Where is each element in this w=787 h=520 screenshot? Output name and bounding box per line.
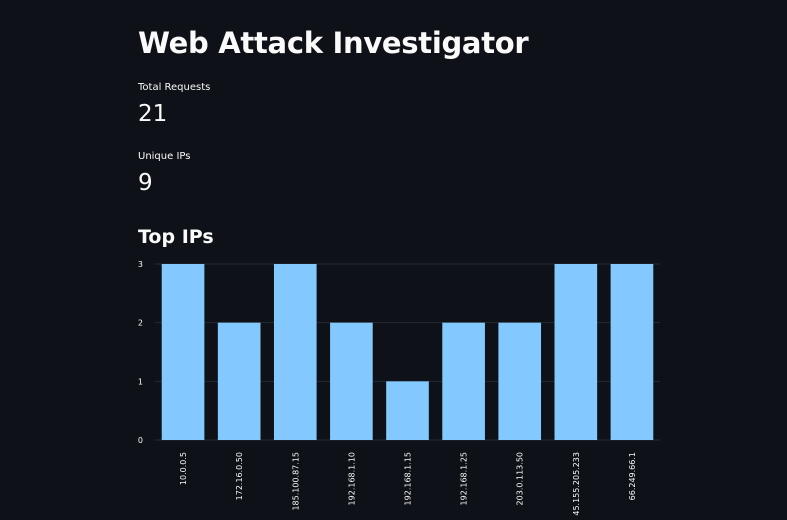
bar-192.168.1.25	[442, 322, 485, 440]
x-tick-label: 185.100.87.15	[291, 452, 300, 511]
bar-66.249.66.1	[610, 264, 654, 440]
y-tick-label: 1	[138, 377, 143, 386]
metric-value: 21	[138, 101, 168, 127]
x-tick-label: 10.0.0.5	[179, 452, 188, 485]
metric-label: Total Requests	[138, 82, 211, 93]
y-tick-label: 0	[138, 436, 143, 445]
x-tick-label: 66.249.66.1	[628, 452, 637, 500]
x-tick-label: 192.168.1.25	[460, 452, 469, 505]
bar-172.16.0.50	[217, 322, 261, 440]
section-header-top-ips: Top IPs	[138, 226, 214, 248]
bar-192.168.1.15	[386, 381, 429, 440]
x-tick-label: 172.16.0.50	[235, 452, 244, 500]
x-tick-label: 45.155.205.233	[572, 452, 581, 516]
bar-10.0.0.5	[161, 264, 205, 440]
bar-203.0.113.50	[498, 322, 542, 440]
x-tick-label: 192.168.1.10	[347, 452, 356, 505]
y-tick-label: 3	[138, 260, 143, 269]
bar-45.155.205.233	[554, 264, 598, 440]
metric-label: Unique IPs	[138, 151, 191, 162]
metric-value: 9	[138, 170, 153, 196]
x-tick-label: 192.168.1.15	[404, 452, 413, 505]
bar-185.100.87.15	[273, 264, 317, 440]
bar-192.168.1.10	[330, 322, 373, 440]
x-tick-label: 203.0.113.50	[516, 452, 525, 505]
y-tick-label: 2	[138, 319, 143, 328]
page-title: Web Attack Investigator	[138, 26, 529, 60]
